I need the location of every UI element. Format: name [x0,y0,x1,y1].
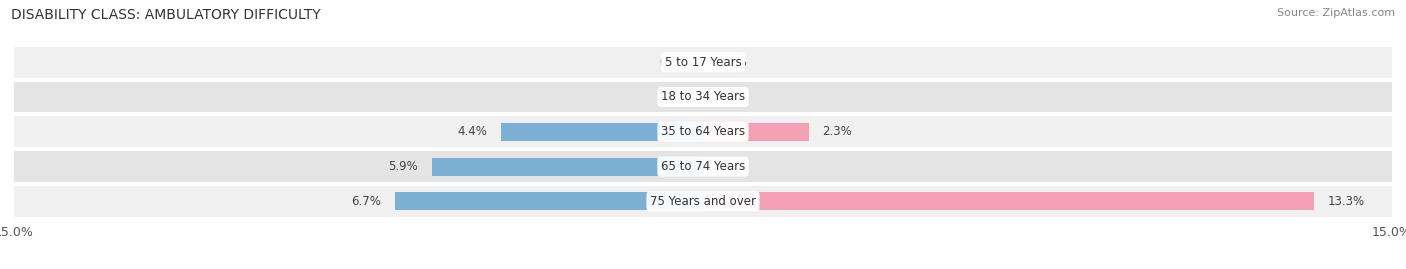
Text: 0.0%: 0.0% [717,160,747,173]
Text: 6.7%: 6.7% [352,195,381,208]
Text: 0.0%: 0.0% [659,90,689,104]
Text: DISABILITY CLASS: AMBULATORY DIFFICULTY: DISABILITY CLASS: AMBULATORY DIFFICULTY [11,8,321,22]
Text: 35 to 64 Years: 35 to 64 Years [661,125,745,138]
Text: 2.3%: 2.3% [823,125,852,138]
Bar [14,151,1392,182]
Bar [432,158,703,176]
Bar [501,123,703,141]
Text: 0.0%: 0.0% [659,56,689,69]
Bar [395,192,703,210]
Text: 65 to 74 Years: 65 to 74 Years [661,160,745,173]
Bar [703,192,1313,210]
Text: 18 to 34 Years: 18 to 34 Years [661,90,745,104]
Bar [703,123,808,141]
Text: 5 to 17 Years: 5 to 17 Years [665,56,741,69]
Text: 13.3%: 13.3% [1327,195,1365,208]
Bar [14,47,1392,77]
Text: 4.4%: 4.4% [457,125,486,138]
Text: 0.0%: 0.0% [717,56,747,69]
Text: 5.9%: 5.9% [388,160,418,173]
Bar [14,116,1392,147]
Text: 0.0%: 0.0% [717,90,747,104]
Bar [14,186,1392,217]
Text: 75 Years and over: 75 Years and over [650,195,756,208]
Text: Source: ZipAtlas.com: Source: ZipAtlas.com [1277,8,1395,18]
Bar [14,82,1392,112]
